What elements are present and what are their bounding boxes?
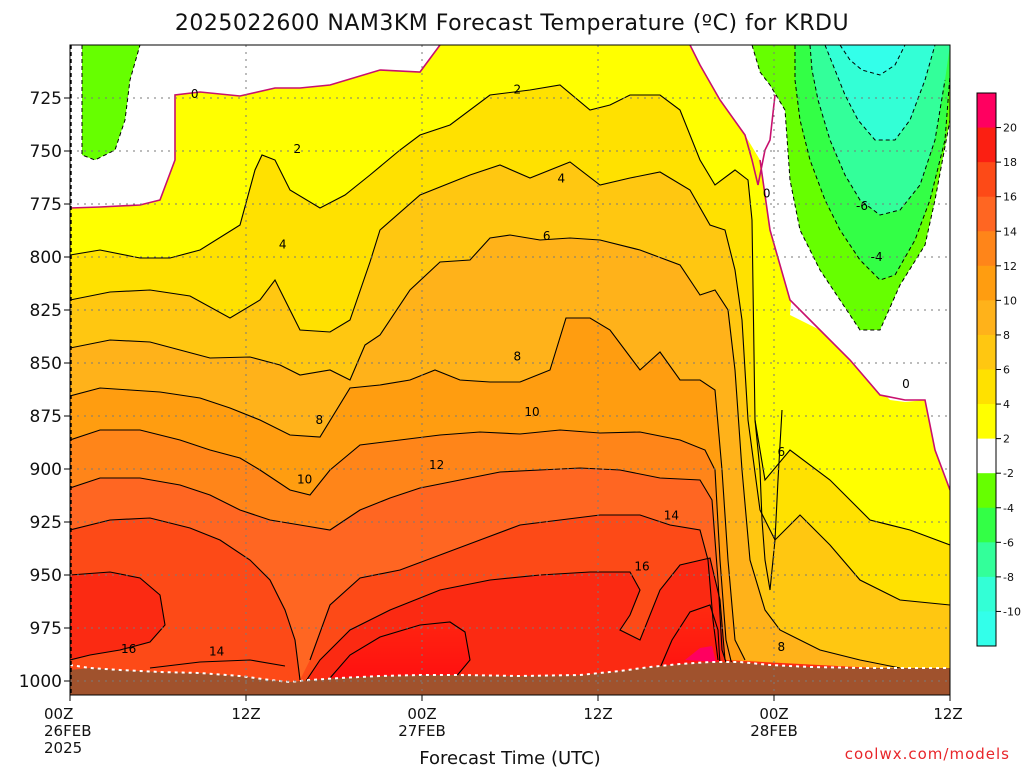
cold-pocket-upper-left	[82, 45, 140, 160]
contour-label: 8	[316, 413, 324, 427]
contour-label: 6	[778, 445, 786, 459]
x-tick-label: 27FEB	[398, 722, 445, 740]
x-tick-label: 12Z	[933, 705, 962, 723]
x-tick-label: 00Z	[407, 705, 436, 723]
plot-frame	[69, 44, 951, 696]
terrain-edge	[70, 661, 950, 684]
contour-label: 14	[209, 644, 224, 658]
contour-label: 0	[763, 186, 771, 200]
y-tick-label: 850	[30, 354, 62, 374]
y-tick-label: 900	[30, 460, 62, 480]
x-axis-label: Forecast Time (UTC)	[419, 748, 600, 768]
contour-label: 2	[514, 83, 522, 97]
contour-label: 16	[121, 642, 136, 656]
x-tick-label: 00Z	[759, 705, 788, 723]
contour-label: 4	[558, 172, 566, 186]
y-tick-label: 875	[30, 407, 62, 427]
terrain	[70, 662, 950, 695]
colorbar-swatch	[977, 93, 996, 129]
chart-title: 2025022600 NAM3KM Forecast Temperature (…	[175, 11, 849, 36]
contour-label: 2	[294, 142, 302, 156]
colorbar-swatch	[977, 507, 996, 543]
contour-label: 10	[524, 405, 539, 419]
colorbar-swatch	[977, 300, 996, 336]
colorbar-label: 20	[1003, 122, 1017, 135]
x-tick-label: 28FEB	[750, 722, 797, 740]
colorbar-swatch	[977, 162, 996, 198]
y-tick-label: 775	[30, 195, 62, 215]
y-tick-label: 950	[30, 566, 62, 586]
contour-label: -6	[856, 199, 868, 213]
colorbar-swatch	[977, 576, 996, 612]
colorbar-swatch	[977, 334, 996, 370]
colorbar-swatch	[977, 404, 996, 440]
y-tick-label: 800	[30, 248, 62, 268]
x-tick-label: 00Z	[44, 705, 73, 723]
colorbar-label: 4	[1003, 398, 1010, 411]
colorbar-label: 6	[1003, 364, 1010, 377]
contour-label: 0	[902, 377, 910, 391]
colorbar-swatch	[977, 438, 996, 474]
credit-text: coolwx.com/models	[845, 745, 1010, 763]
colorbar-swatch	[977, 127, 996, 163]
band-20-plus	[685, 646, 716, 662]
x-tick-label: 12Z	[231, 705, 260, 723]
contour-label: 10	[297, 473, 312, 487]
colorbar-label: 12	[1003, 260, 1017, 273]
contour-label: 8	[778, 640, 786, 654]
y-tick-label: 975	[30, 619, 62, 639]
colorbar-label: 14	[1003, 225, 1017, 238]
contour-label: 16	[634, 560, 649, 574]
y-tick-label: 725	[30, 89, 62, 109]
colorbar-swatch	[977, 542, 996, 578]
colorbar-label: -2	[1003, 467, 1014, 480]
negative-contours	[81, 45, 950, 331]
contour-label: 6	[543, 229, 551, 243]
colorbar-swatch	[977, 473, 996, 509]
x-tick-label: 26FEB	[44, 722, 91, 740]
x-tick-label: 2025	[44, 739, 82, 757]
y-tick-label: 750	[30, 142, 62, 162]
colorbar: 20 18 16 14 12 10 8 6 4 2 -2 -4 -6 -8 -10	[976, 92, 1021, 647]
colorbar-label: -8	[1003, 571, 1014, 584]
contour-lines	[70, 84, 950, 691]
contour-label: 0	[191, 87, 199, 101]
band-neg12-neg10	[840, 45, 905, 75]
y-axis: 725 750 775 800 825 850 875 900 925 950 975 1000	[19, 89, 70, 692]
contour-label: 12	[429, 458, 444, 472]
colorbar-label: 2	[1003, 433, 1010, 446]
y-tick-label: 925	[30, 513, 62, 533]
colorbar-swatch	[977, 196, 996, 232]
colorbar-swatch	[977, 369, 996, 405]
colorbar-label: 16	[1003, 191, 1017, 204]
colorbar-label: 8	[1003, 329, 1010, 342]
y-tick-label: 825	[30, 301, 62, 321]
contour-label: 14	[664, 509, 679, 523]
band-16-18	[70, 558, 950, 695]
contour-label: 4	[279, 237, 287, 251]
colorbar-swatch	[977, 611, 996, 647]
freezing-line	[70, 45, 950, 491]
colorbar-label: -4	[1003, 502, 1014, 515]
colorbar-label: -6	[1003, 536, 1014, 549]
x-tick-label: 12Z	[583, 705, 612, 723]
colorbar-label: 10	[1003, 294, 1017, 307]
band-neg10-neg8	[825, 45, 935, 140]
y-tick-label: 1000	[19, 672, 62, 692]
colorbar-swatch	[977, 265, 996, 301]
contour-label: 8	[514, 350, 522, 364]
band-18-20	[330, 605, 720, 678]
colorbar-label: 18	[1003, 156, 1017, 169]
colorbar-label: -10	[1003, 605, 1021, 618]
colorbar-swatch	[977, 231, 996, 267]
